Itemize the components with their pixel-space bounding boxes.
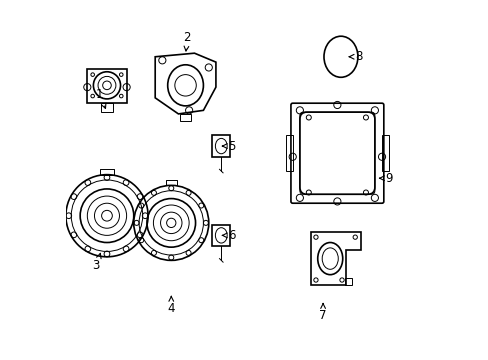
- Text: 8: 8: [348, 50, 362, 63]
- Text: 4: 4: [167, 296, 175, 315]
- Text: 7: 7: [319, 303, 326, 322]
- Text: 3: 3: [92, 253, 101, 272]
- Text: 5: 5: [222, 140, 235, 153]
- Text: 2: 2: [183, 31, 191, 51]
- Text: 9: 9: [379, 172, 392, 185]
- Text: 1: 1: [96, 88, 106, 108]
- Text: 6: 6: [222, 229, 235, 242]
